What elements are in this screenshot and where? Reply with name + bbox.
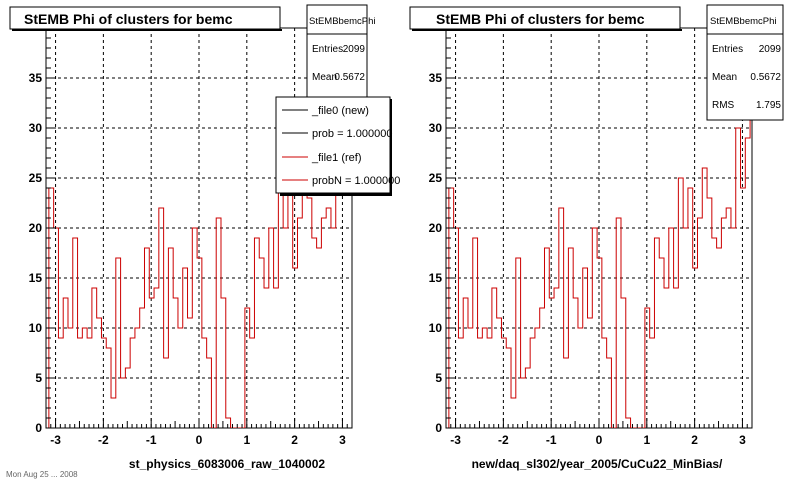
right-y-tick-label: 30 [429,121,443,135]
right-x-tick-label: -1 [546,433,557,447]
legend-box [275,96,391,194]
right-x-tick-label: -3 [450,433,461,447]
panel-right-histogram [448,107,752,428]
right-x-tick-label: -2 [498,433,509,447]
right-x-tick-label: 1 [643,433,650,447]
right-x-tick-label: 0 [596,433,603,447]
panel-left-stats-mean-value: 0.5672 [334,72,365,83]
panel-left-x-ticks: -3 -2 -1 0 1 2 3 [45,418,353,447]
left-y-tick-label: 15 [29,271,43,285]
left-y-tick-label: 30 [29,121,43,135]
panel-right-stats-entries-value: 2099 [759,44,782,55]
legend-label-probn: probN = 1.000000 [312,175,400,187]
right-y-tick-label: 25 [429,171,443,185]
panel-left-title: StEMB Phi of clusters for bemc [24,11,233,27]
panel-left-stats-name: StEMBbemcPhi [309,16,376,27]
panel-right-title-shadow [412,29,682,31]
left-y-tick-label: 0 [35,421,42,435]
right-y-tick-label: 10 [429,321,443,335]
right-y-tick-label: 35 [429,71,443,85]
panel-left: -3 -2 -1 0 1 2 3 0 5 10 15 20 25 30 35 StEMB Phi of c… [9,4,400,471]
left-y-tick-label: 10 [29,321,43,335]
panel-right-stats-entries-label: Entries [712,44,743,55]
panel-right-title: StEMB Phi of clusters for bemc [436,11,645,27]
right-histogram-line [448,107,752,428]
panel-left-stats-entries-label: Entries [312,44,343,55]
right-x-tick-label: 2 [691,433,698,447]
left-x-tick-label: -1 [146,433,157,447]
right-y-tick-label: 0 [435,421,442,435]
left-x-tick-label: 0 [196,433,203,447]
right-y-tick-label: 5 [435,371,442,385]
left-y-tick-label: 20 [29,221,43,235]
panel-right-x-ticks: -3 -2 -1 0 1 2 3 [445,418,753,447]
left-y-tick-label: 25 [29,171,43,185]
panel-right-stats-name: StEMBbemcPhi [710,16,777,27]
right-x-tick-label: 3 [739,433,746,447]
panel-left-stats-entries-value: 2099 [343,44,366,55]
panel-right-stats-rms-value: 1.795 [756,100,781,111]
panel-right-x-axis-title: new/daq_sl302/year_2005/CuCu22_MinBias/ [472,457,723,471]
panel-right-grid [446,28,752,428]
right-y-tick-label: 15 [429,271,443,285]
legend-label-ref: _file1 (ref) [311,152,362,164]
left-y-tick-label: 35 [29,71,43,85]
panel-left-stats-mean-label: Mean [312,72,337,83]
panel-left-title-shadow [12,29,282,31]
panel-right-y-ticks: 0 5 10 15 20 25 30 35 [429,27,456,435]
panel-right-stats-box [706,4,784,121]
panel-right-stats-mean-value: 0.5672 [750,72,781,83]
legend-label-prob: prob = 1.000000 [312,128,392,140]
left-x-tick-label: 1 [243,433,250,447]
panel-right-stats-mean-label: Mean [712,72,737,83]
left-x-tick-label: 3 [339,433,346,447]
panel-right: -3 -2 -1 0 1 2 3 0 5 10 15 20 25 30 35 StEMB Phi of c… [409,4,784,471]
legend-label-new: _file0 (new) [311,105,369,117]
left-x-tick-label: -3 [50,433,61,447]
left-y-tick-label: 5 [35,371,42,385]
footer-text: Mon Aug 25 ... 2008 [6,470,78,479]
panel-right-stats-rms-label: RMS [712,100,735,111]
left-x-tick-label: 2 [291,433,298,447]
panel-left-y-ticks: 0 5 10 15 20 25 30 35 [29,27,56,435]
right-y-tick-label: 20 [429,221,443,235]
left-x-tick-label: -2 [98,433,109,447]
panel-left-x-axis-title: st_physics_6083006_raw_1040002 [129,457,325,471]
